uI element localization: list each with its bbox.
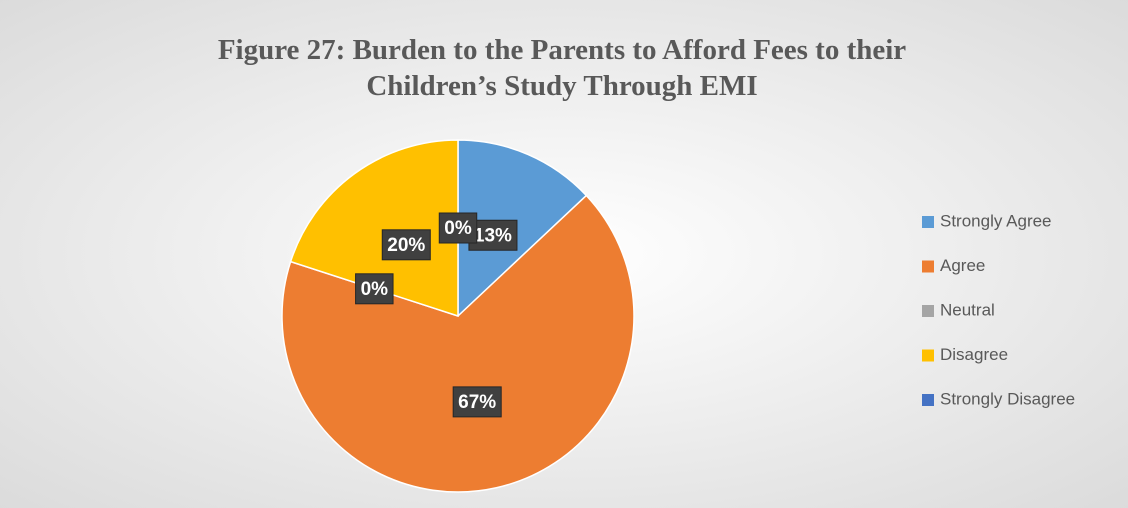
data-label-text: 0% xyxy=(444,218,472,239)
chart-title: Figure 27: Burden to the Parents to Affo… xyxy=(218,34,906,102)
legend-label: Disagree xyxy=(940,345,1008,364)
legend-label: Neutral xyxy=(940,300,995,319)
legend-label: Strongly Agree xyxy=(940,211,1052,230)
data-label-text: 0% xyxy=(361,279,389,300)
data-label: 0% xyxy=(438,212,478,244)
legend-swatch xyxy=(922,349,934,362)
data-label: 67% xyxy=(452,386,502,418)
legend-label: Strongly Disagree xyxy=(940,389,1075,408)
pie-slice xyxy=(281,194,635,493)
pie-slice xyxy=(457,139,588,318)
data-label-box xyxy=(438,212,478,244)
legend-swatch xyxy=(922,216,934,228)
legend-label: Agree xyxy=(940,256,985,275)
legend-swatch xyxy=(922,394,934,406)
data-label-box xyxy=(355,273,394,305)
data-label: 20% xyxy=(381,229,431,261)
data-label-text: 13% xyxy=(474,225,512,246)
data-label-box xyxy=(381,229,431,261)
legend-swatch xyxy=(922,260,934,273)
legend-swatch xyxy=(922,305,934,317)
data-label-text: 20% xyxy=(387,235,425,256)
data-label: 0% xyxy=(355,273,394,305)
data-label-box xyxy=(452,386,502,418)
data-label-text: 67% xyxy=(458,392,496,413)
pie-slice xyxy=(289,139,459,318)
